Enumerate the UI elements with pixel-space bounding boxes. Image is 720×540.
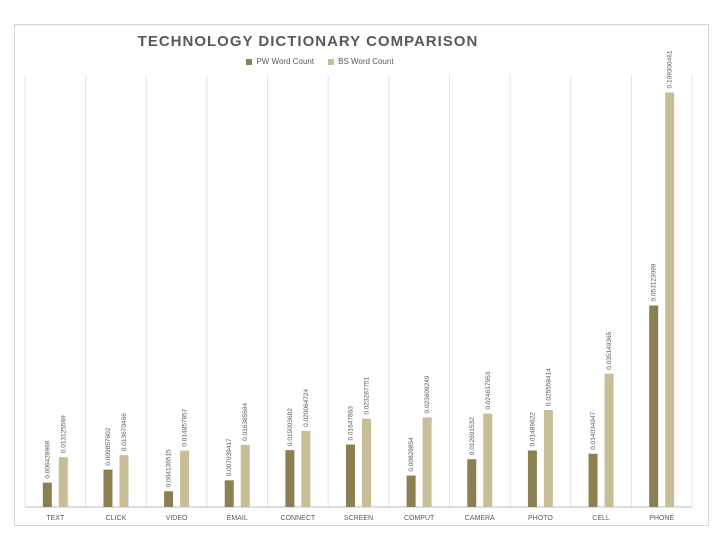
bar-bs-comput <box>422 417 432 507</box>
data-label: 0.013125569 <box>60 415 67 453</box>
legend-swatch-bs <box>328 58 335 65</box>
data-label: 0.004136515 <box>166 449 173 487</box>
bar-pw-video <box>164 491 174 507</box>
bar-pw-click <box>103 469 113 507</box>
bar-bs-cell <box>604 373 614 507</box>
data-label: 0.013670466 <box>121 413 128 451</box>
data-label: 0.014857857 <box>182 408 189 446</box>
legend-label-bs: BS Word Count <box>338 57 394 66</box>
x-tick-label: PHOTO <box>528 515 553 522</box>
data-label: 0.024617953 <box>485 371 492 409</box>
x-tick-label: COMPUT <box>404 515 435 522</box>
bar-bs-video <box>180 450 190 507</box>
data-label: 0.012601532 <box>469 417 476 455</box>
bar-pw-photo <box>527 450 537 507</box>
data-label: 0.025558414 <box>545 368 552 406</box>
x-tick-label: CONNECT <box>281 515 316 522</box>
data-label: 0.015003682 <box>287 408 294 446</box>
data-label: 0.006428969 <box>44 440 51 478</box>
data-label: 0.023287751 <box>364 376 371 414</box>
bar-bs-phone <box>665 92 675 508</box>
bar-bs-connect <box>301 430 311 507</box>
x-tick-label: CLICK <box>106 515 127 522</box>
data-label: 0.00828854 <box>408 437 415 472</box>
data-label: 0.009857602 <box>105 427 112 465</box>
bar-bs-click <box>119 455 129 507</box>
x-tick-label: VIDEO <box>166 515 188 522</box>
x-tick-label: CAMERA <box>465 515 495 522</box>
x-tick-label: CELL <box>592 515 610 522</box>
bar-pw-screen <box>346 444 355 507</box>
bar-bs-text <box>58 457 68 507</box>
data-label: 0.007039417 <box>226 438 233 476</box>
data-label: 0.035149365 <box>606 331 613 369</box>
x-tick-label: SCREEN <box>344 515 373 522</box>
data-label: 0.014034947 <box>590 411 597 449</box>
data-label: 0.109300461 <box>667 50 674 88</box>
bar-pw-comput <box>406 475 416 507</box>
bar-pw-text <box>42 482 52 507</box>
bar-pw-camera <box>467 459 477 507</box>
legend-swatch-pw <box>246 58 253 65</box>
x-tick-label: EMAIL <box>227 515 248 522</box>
legend: PW Word Count BS Word Count <box>0 57 720 66</box>
bar-bs-screen <box>362 418 371 507</box>
legend-item-bs: BS Word Count <box>328 57 394 66</box>
x-tick-label: PHONE <box>649 515 674 522</box>
data-label: 0.020064724 <box>303 389 310 427</box>
x-tick-label: TEXT <box>46 515 65 522</box>
data-label: 0.01489622 <box>529 412 536 447</box>
legend-label-pw: PW Word Count <box>256 57 315 66</box>
chart-frame <box>14 24 709 526</box>
bar-bs-email <box>240 444 250 507</box>
data-label: 0.053123099 <box>651 263 658 301</box>
bar-pw-connect <box>285 450 295 507</box>
bar-pw-phone <box>649 305 659 507</box>
data-label: 0.01647863 <box>348 406 355 441</box>
bar-bs-camera <box>483 413 493 507</box>
chart-title: TECHNOLOGY DICTIONARY COMPARISON <box>137 33 479 50</box>
bar-bs-photo <box>543 410 553 507</box>
bar-pw-cell <box>588 453 598 507</box>
legend-item-pw: PW Word Count <box>246 57 314 66</box>
data-label: 0.016385694 <box>242 403 249 441</box>
data-label: 0.023609249 <box>424 375 431 413</box>
bar-pw-email <box>224 480 234 507</box>
